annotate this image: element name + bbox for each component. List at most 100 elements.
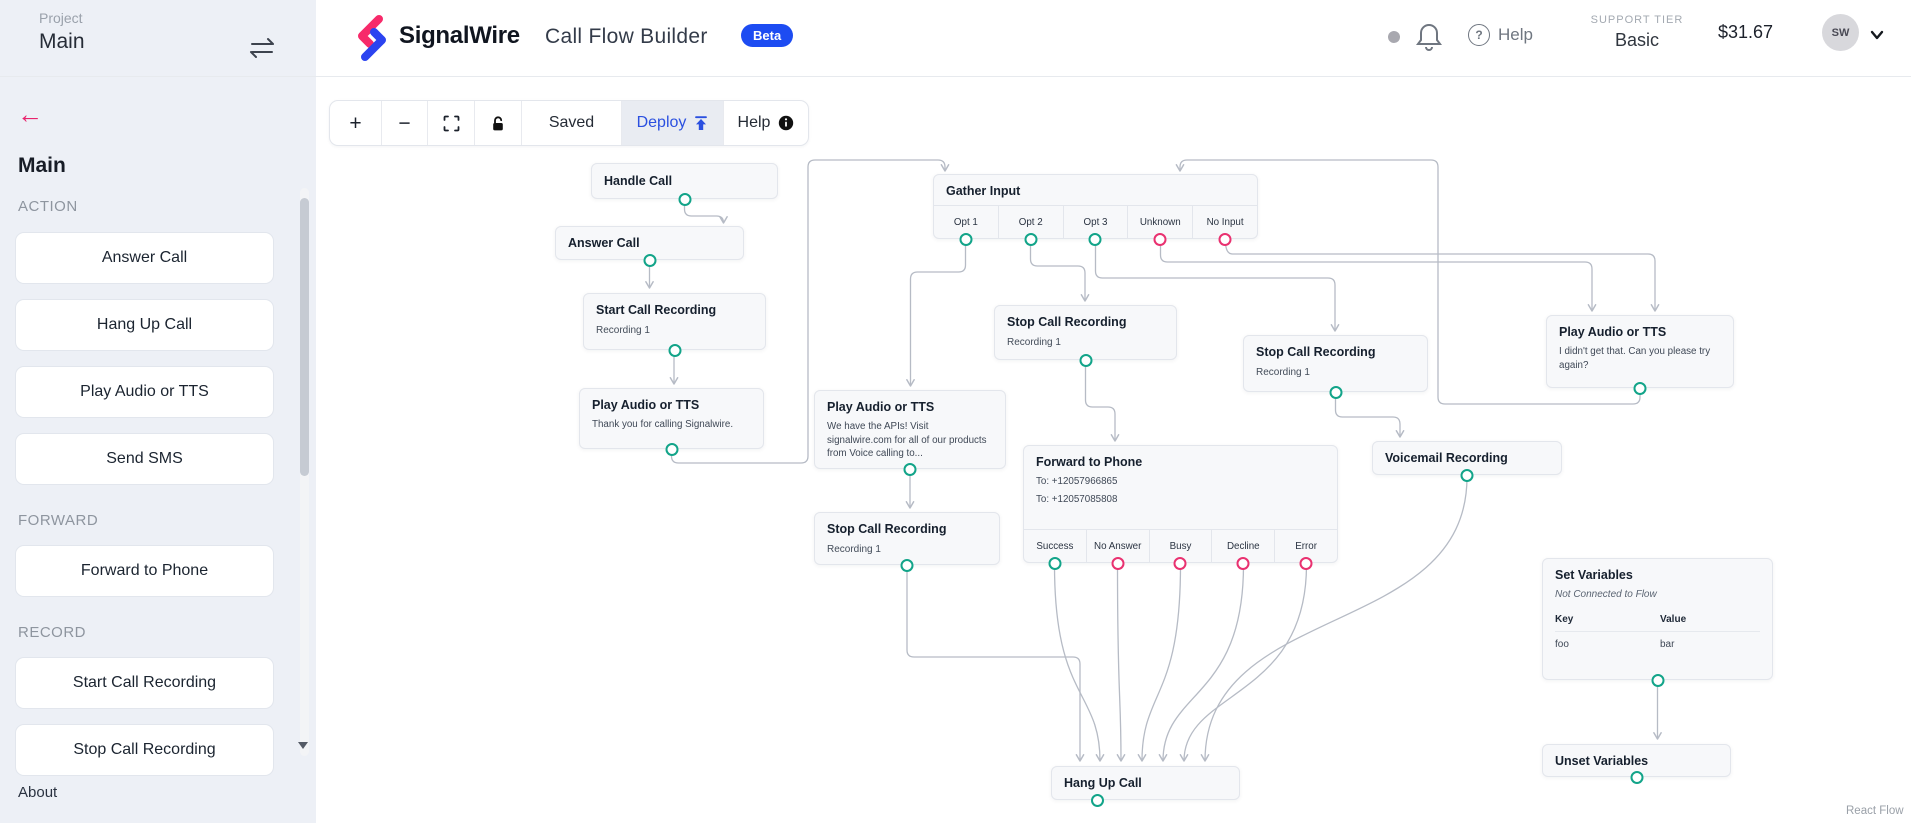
node-play-audio-tts-welcome[interactable]: Play Audio or TTS Thank you for calling … [579, 388, 764, 456]
node-play-audio-tts-apis[interactable]: Play Audio or TTS We have the APIs! Visi… [814, 390, 1006, 476]
output-label: Opt 2 [1018, 216, 1043, 228]
support-tier-label: SUPPORT TIER [1590, 14, 1684, 26]
node-gather-input[interactable]: Gather Input Opt 1 Opt 2 Opt 3 Unknown N… [933, 174, 1258, 246]
output-label: Error [1295, 540, 1317, 552]
chevron-down-icon[interactable] [1866, 24, 1888, 46]
sidebar-item-start-call-recording[interactable]: Start Call Recording [15, 657, 274, 709]
help-menu[interactable]: ? Help [1468, 24, 1533, 46]
kv-value: bar [1660, 639, 1675, 650]
scroll-down-icon[interactable] [298, 742, 308, 749]
node-title: Handle Call [604, 174, 673, 188]
output-handle[interactable] [1079, 354, 1092, 367]
sidebar-item-forward-to-phone[interactable]: Forward to Phone [15, 545, 274, 597]
node-answer-call[interactable]: Answer Call [555, 226, 744, 267]
output-handle[interactable] [900, 559, 914, 572]
notifications-bell-icon[interactable] [1415, 21, 1443, 53]
output-handle[interactable] [1651, 674, 1664, 687]
node-title: Stop Call Recording [1007, 315, 1127, 329]
back-arrow-icon[interactable]: ← [17, 99, 43, 129]
kv-row: foo bar [1543, 632, 1772, 656]
avatar[interactable]: SW [1822, 14, 1859, 51]
node-handle-call[interactable]: Handle Call [591, 163, 778, 206]
output-handle[interactable] [1218, 233, 1232, 246]
output-handle[interactable] [959, 233, 973, 246]
node-stop-call-recording-3[interactable]: Stop Call Recording Recording 1 [814, 512, 1000, 572]
brand-name: SignalWire [399, 22, 520, 49]
node-title: Gather Input [946, 184, 1021, 198]
sidebar-item-stop-call-recording[interactable]: Stop Call Recording [15, 724, 274, 776]
node-body: I didn't get that. Can you please try ag… [1559, 346, 1711, 371]
node-start-call-recording[interactable]: Start Call Recording Recording 1 [583, 293, 766, 357]
node-title: Answer Call [568, 236, 640, 250]
output-unknown: Unknown [1128, 206, 1194, 246]
lock-icon [493, 115, 503, 130]
sidebar-item-answer-call[interactable]: Answer Call [15, 232, 274, 284]
output-handle[interactable] [665, 443, 678, 456]
output-handle[interactable] [1153, 233, 1167, 246]
output-handle[interactable] [1630, 771, 1643, 784]
node-play-audio-tts-retry[interactable]: Play Audio or TTS I didn't get that. Can… [1546, 315, 1734, 395]
sidebar-item-label: Forward to Phone [80, 562, 209, 579]
output-handle[interactable] [1088, 233, 1102, 246]
node-title: Voicemail Recording [1385, 451, 1508, 465]
toolbar-help-button[interactable]: Help [724, 101, 808, 145]
deploy-button[interactable]: Deploy [622, 101, 724, 145]
output-handle[interactable] [678, 193, 691, 206]
output-label: Opt 1 [953, 216, 978, 228]
output-handle[interactable] [1633, 382, 1647, 395]
node-forward-to-phone[interactable]: Forward to Phone To: +12057966865 To: +1… [1023, 445, 1338, 570]
toolbar-help-label: Help [737, 114, 771, 131]
node-title: Play Audio or TTS [592, 398, 700, 412]
output-handle[interactable] [1236, 557, 1250, 570]
sidebar-item-label: Hang Up Call [96, 316, 193, 333]
output-handle[interactable] [1024, 233, 1038, 246]
lock-button[interactable] [475, 101, 522, 145]
fit-view-button[interactable] [428, 101, 475, 145]
switch-project-icon[interactable] [246, 34, 278, 62]
node-hang-up-call[interactable]: Hang Up Call [1051, 766, 1240, 807]
output-label: No Answer [1094, 540, 1142, 552]
sidebar-item-send-sms[interactable]: Send SMS [15, 433, 274, 485]
sidebar-scrollbar-thumb[interactable] [300, 198, 309, 476]
plus-icon: + [349, 111, 362, 135]
node-title: Play Audio or TTS [1559, 325, 1667, 339]
node-voicemail-recording[interactable]: Voicemail Recording [1372, 441, 1562, 482]
divider [1555, 631, 1760, 632]
output-handle[interactable] [1111, 557, 1125, 570]
output-handle[interactable] [668, 344, 681, 357]
output-handle[interactable] [1460, 469, 1474, 482]
zoom-in-button[interactable]: + [330, 101, 382, 145]
beta-badge: Beta [741, 24, 794, 47]
zoom-out-button[interactable]: − [382, 101, 428, 145]
sidebar-item-label: Send SMS [106, 450, 183, 467]
output-handle[interactable] [643, 254, 656, 267]
output-label: Busy [1169, 540, 1192, 552]
saved-status[interactable]: Saved [522, 101, 622, 145]
node-outputs: Opt 1 Opt 2 Opt 3 Unknown No Input [934, 205, 1257, 246]
about-link[interactable]: About [18, 784, 58, 801]
node-outputs: Success No Answer Busy Decline Error [1024, 529, 1337, 570]
output-decline: Decline [1212, 530, 1276, 570]
status-dot-icon [1388, 31, 1400, 43]
sidebar-item-play-audio-tts[interactable]: Play Audio or TTS [15, 366, 274, 418]
output-busy: Busy [1150, 530, 1213, 570]
node-stop-call-recording-2[interactable]: Stop Call Recording Recording 1 [1243, 335, 1428, 399]
output-handle[interactable] [1299, 557, 1313, 570]
node-set-variables[interactable]: Set Variables Not Connected to Flow Key … [1542, 558, 1773, 687]
output-handle[interactable] [1091, 794, 1104, 807]
sidebar-item-hang-up-call[interactable]: Hang Up Call [15, 299, 274, 351]
node-title: Set Variables [1555, 568, 1633, 582]
output-label: No Input [1206, 216, 1244, 228]
output-handle[interactable] [1329, 386, 1342, 399]
deploy-label: Deploy [636, 114, 687, 131]
output-handle[interactable] [1048, 557, 1062, 570]
node-title: Unset Variables [1555, 753, 1649, 768]
output-handle[interactable] [1173, 557, 1187, 570]
output-label: Opt 3 [1083, 216, 1108, 228]
output-handle[interactable] [903, 463, 917, 476]
saved-label: Saved [548, 114, 595, 131]
node-stop-call-recording-1[interactable]: Stop Call Recording Recording 1 [994, 305, 1177, 367]
node-unset-variables[interactable]: Unset Variables [1542, 744, 1731, 784]
node-body-line: To: +12057966865 [1036, 476, 1118, 487]
